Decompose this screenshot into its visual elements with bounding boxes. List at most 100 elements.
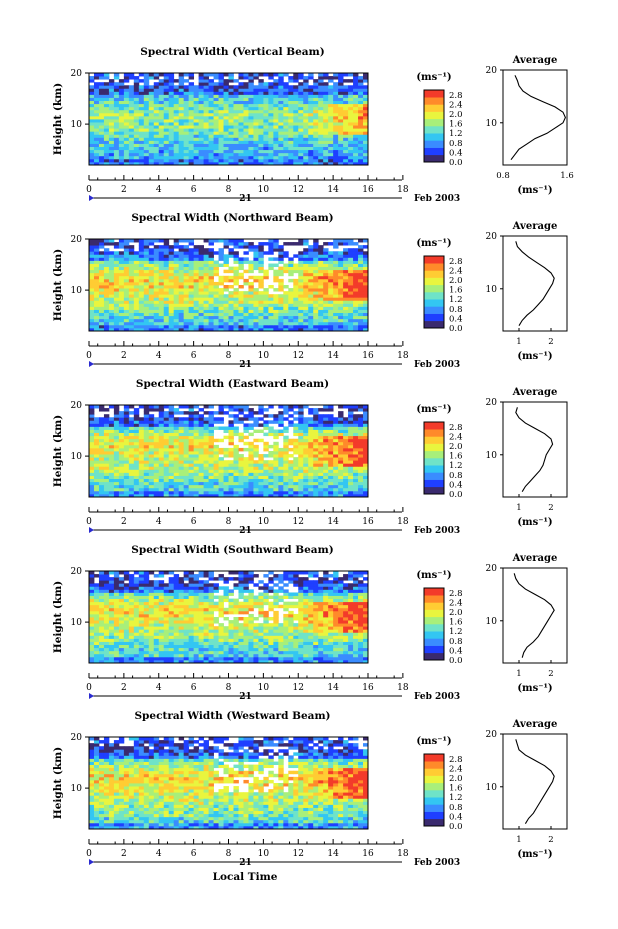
heatmap-cell <box>198 481 204 486</box>
heatmap-cell <box>308 122 314 126</box>
heatmap-cell <box>173 466 180 470</box>
heatmap-cell <box>93 281 100 286</box>
heatmap-cell <box>168 294 175 298</box>
heatmap-cell <box>298 429 304 433</box>
heatmap-cell <box>223 155 229 160</box>
heatmap-cell <box>278 257 284 261</box>
heatmap-cell <box>328 457 334 461</box>
heatmap-cell <box>158 478 165 483</box>
heatmap-cell <box>183 94 190 98</box>
heatmap-cell <box>173 438 180 443</box>
heatmap-cell <box>213 288 219 292</box>
heatmap-cell <box>158 275 165 280</box>
heatmap-cell <box>338 324 344 329</box>
heatmap-cell <box>253 318 259 323</box>
heatmap-cell <box>228 140 234 144</box>
heatmap-cell <box>89 281 95 286</box>
heatmap-cell <box>183 248 190 252</box>
heatmap-cell <box>278 405 284 409</box>
heatmap-cell <box>173 454 180 458</box>
heatmap-cell <box>238 146 244 151</box>
heatmap-cell <box>308 312 314 317</box>
heatmap-cell <box>128 263 135 267</box>
heatmap-cell <box>188 447 195 452</box>
heatmap-cell <box>323 275 329 280</box>
heatmap-cell <box>158 73 165 77</box>
heatmap-cell <box>228 76 234 80</box>
heatmap-cell <box>223 321 229 326</box>
heatmap-cell <box>138 423 145 427</box>
heatmap-cell <box>218 119 224 123</box>
heatmap-cell <box>183 97 190 101</box>
heatmap-cell <box>338 161 344 166</box>
heatmap-cell <box>333 438 339 443</box>
heatmap-cell <box>163 76 170 80</box>
heatmap-cell <box>288 76 294 80</box>
heatmap-cell <box>348 414 354 418</box>
heatmap-cell <box>223 315 229 320</box>
heatmap-cell <box>218 122 224 126</box>
heatmap-cell <box>128 260 135 264</box>
heatmap-cell <box>278 460 284 464</box>
heatmap-cell <box>143 438 150 443</box>
heatmap-cell <box>98 272 105 277</box>
heatmap-cell <box>323 143 329 147</box>
heatmap-cell <box>268 149 274 154</box>
heatmap-cell <box>158 315 165 320</box>
heatmap-cell <box>318 447 324 452</box>
heatmap-cell <box>133 487 140 492</box>
heatmap-cell <box>103 463 110 467</box>
heatmap-cell <box>263 82 269 86</box>
heatmap-cell <box>93 73 100 77</box>
heatmap-cell <box>163 475 170 479</box>
heatmap-cell <box>253 245 259 249</box>
heatmap-cell <box>93 269 100 274</box>
x-tick-label: 14 <box>327 185 339 195</box>
heatmap-cell <box>353 143 359 147</box>
colorbar-swatch <box>424 118 444 127</box>
heatmap-cell <box>298 306 304 310</box>
heatmap-cell <box>283 125 289 129</box>
heatmap-cell <box>228 426 234 430</box>
heatmap-cell <box>143 285 150 289</box>
heatmap-cell <box>258 312 264 317</box>
heatmap-cell <box>353 321 359 326</box>
heatmap-cell <box>313 119 319 123</box>
heatmap-cell <box>348 454 354 458</box>
heatmap-cell <box>118 149 125 154</box>
heatmap-cell <box>268 82 274 86</box>
heatmap-cell <box>218 426 224 430</box>
heatmap-cell <box>333 306 339 310</box>
heatmap-cell <box>98 134 105 138</box>
heatmap-cell <box>143 254 150 258</box>
heatmap-cell <box>323 490 329 495</box>
heatmap-cell <box>363 487 369 492</box>
heatmap-cell <box>333 432 339 437</box>
heatmap-cell <box>158 88 165 92</box>
heatmap-cell <box>353 152 359 157</box>
heatmap-cell <box>278 432 284 437</box>
heatmap-cell <box>228 312 234 317</box>
heatmap-cell <box>108 454 115 458</box>
heatmap-cell <box>158 426 165 430</box>
heatmap-cell <box>108 103 115 108</box>
heatmap-cell <box>198 447 204 452</box>
heatmap-cell <box>118 128 125 132</box>
heatmap-cell <box>328 463 334 467</box>
heatmap-cell <box>223 254 229 258</box>
heatmap-cell <box>178 321 185 326</box>
heatmap-cell <box>213 309 219 313</box>
heatmap-cell <box>158 122 165 126</box>
heatmap-cell <box>338 242 344 246</box>
heatmap-cell <box>213 463 219 467</box>
heatmap-cell <box>163 405 170 409</box>
heatmap-cell <box>228 119 234 123</box>
heatmap-cell <box>358 125 364 129</box>
heatmap-cell <box>258 315 264 320</box>
heatmap-cell <box>183 300 190 304</box>
heatmap-cell <box>133 140 140 144</box>
heatmap-cell <box>193 158 200 163</box>
heatmap-cell <box>248 100 254 105</box>
heatmap-cell <box>103 119 110 123</box>
heatmap-cell <box>248 478 254 483</box>
